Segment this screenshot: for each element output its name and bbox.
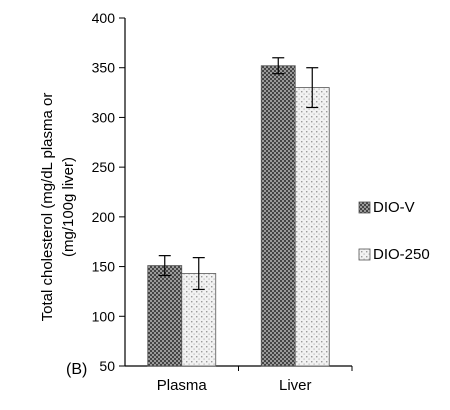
y-tick-label: 250 (92, 159, 116, 175)
bars (147, 65, 330, 367)
y-tick-label: 100 (92, 308, 116, 324)
bar (294, 87, 330, 367)
legend-swatch (358, 248, 371, 261)
y-tick-label: 50 (99, 358, 115, 374)
y-tick-label: 200 (92, 209, 116, 225)
y-axis-title: Total cholesterol (mg/dL plasma or (mg/1… (39, 93, 77, 322)
legend: DIO-V DIO-250 (358, 199, 430, 263)
y-tick-label: 300 (92, 109, 116, 125)
x-axis: Plasma Liver (125, 365, 353, 394)
bar (260, 65, 296, 367)
y-axis-label-line-1: Total cholesterol (mg/dL plasma or (39, 93, 56, 322)
y-tick-label: 350 (92, 60, 116, 76)
panel-label: (B) (66, 361, 87, 378)
x-tick-label: Plasma (157, 377, 208, 394)
y-axis-label-line-2: (mg/100g liver) (60, 157, 77, 257)
legend-label: DIO-V (373, 199, 415, 216)
error-bars (158, 57, 319, 291)
y-tick-label: 400 (92, 10, 116, 26)
bar (147, 265, 183, 367)
y-tick-label: 150 (92, 259, 116, 275)
legend-label: DIO-250 (373, 246, 430, 263)
y-axis: 50 100 150 200 250 300 350 400 (92, 10, 126, 374)
legend-swatch (358, 201, 371, 214)
x-tick-label: Liver (279, 377, 312, 394)
